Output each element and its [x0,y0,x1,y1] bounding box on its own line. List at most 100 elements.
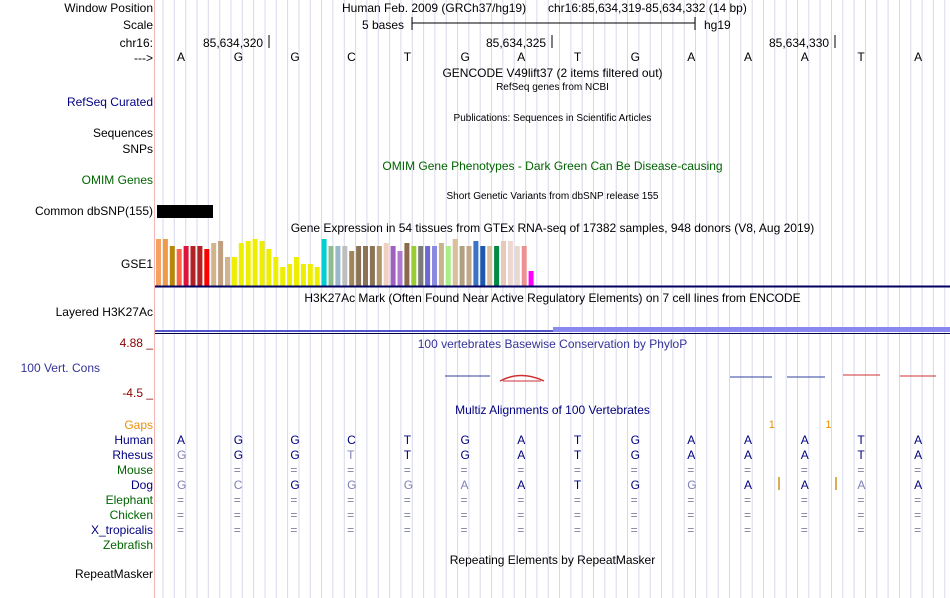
coord-1: 85,634,320 [203,36,264,50]
gtex-bar [307,264,313,286]
alignment-cell: G [290,478,300,492]
species-label[interactable]: X_tropicalis [90,523,153,537]
species-label[interactable]: Gaps [124,418,153,432]
pubs-title[interactable]: Publications: Sequences in Scientific Ar… [453,113,652,124]
alignment-cell: C [233,478,243,492]
gtex-bar [445,246,451,286]
alignment-cell: = [347,493,355,507]
species-label[interactable]: Dog [130,478,153,492]
alignment-cell: = [403,463,411,477]
alignment-cell: G [290,433,300,447]
species-label[interactable]: Elephant [105,493,153,507]
alignment-cell: = [403,508,411,522]
h3k27-label[interactable]: Layered H3K27Ac [55,305,153,319]
alignment-cell: T [573,478,582,492]
gtex-bar [438,243,444,286]
gtex-bar [252,239,258,286]
alignment-cell: T [857,448,865,462]
snps-label[interactable]: SNPs [122,142,153,156]
omim-label[interactable]: OMIM Genes [81,173,153,187]
gtex-bar [287,264,293,286]
dbsnp-label[interactable]: Common dbSNP(155) [34,204,153,218]
label-divider [154,0,155,598]
alignment-cell: A [687,433,696,447]
gtex-bar [363,246,368,286]
alignment-cell: T [857,433,865,447]
gtex-bar [383,243,389,286]
gtex-bar [480,246,486,286]
gencode-title[interactable]: GENCODE V49lift37 (2 items filtered out) [442,66,663,80]
gtex-bar [507,241,513,286]
gtex-bar [169,246,175,286]
alignment-cell: = [233,523,241,537]
alignment-cell: = [744,508,752,522]
refseq-label[interactable]: RefSeq Curated [66,95,153,109]
gtex-bar [204,249,210,286]
alignment-cell: A [800,448,809,462]
alignment-cell: G [290,448,300,462]
gtex-bar [328,246,334,286]
rmsk-title[interactable]: Repeating Elements by RepeatMasker [449,553,656,567]
gtex-bar [197,246,203,286]
alignment-cell: 1 [768,419,775,431]
alignment-cell: = [517,493,525,507]
gtex-label[interactable]: GSE1 [120,257,153,271]
refseq-title[interactable]: RefSeq genes from NCBI [496,82,609,93]
multiz-title[interactable]: Multiz Alignments of 100 Vertebrates [455,403,650,417]
alignment-cell: = [573,493,581,507]
alignment-cell: = [800,508,808,522]
rmsk-label[interactable]: RepeatMasker [74,567,153,581]
species-label[interactable]: Chicken [109,508,153,522]
dbsnp-variant [157,205,213,218]
alignment-cell: A [177,433,186,447]
alignment-cell: = [517,463,525,477]
gtex-bar [466,246,472,286]
position-text[interactable]: chr16:85,634,319-85,634,332 (14 bp) [548,1,747,15]
alignment-cell: = [857,508,865,522]
gtex-bar [176,249,182,286]
gtex-bar [390,246,396,286]
gtex-bar [156,239,161,286]
gtex-bar [349,251,355,286]
alignment-cell: = [857,523,865,537]
assembly-text: Human Feb. 2009 (GRCh37/hg19) [342,1,527,15]
phylop-signal [499,374,545,382]
gtex-title[interactable]: Gene Expression in 54 tissues from GTEx … [290,221,815,235]
coord-2: 85,634,325 [486,36,547,50]
alignment-cell: = [630,493,638,507]
alignment-cell: = [517,523,525,537]
alignment-cell: = [177,508,185,522]
alignment-cell: = [573,508,581,522]
alignment-cell: = [460,523,468,537]
gtex-bar [411,246,417,286]
alignment-cell: G [177,448,187,462]
cons-title[interactable]: 100 vertebrates Basewise Conservation by… [417,337,688,351]
omim-title[interactable]: OMIM Gene Phenotypes - Dark Green Can Be… [382,159,723,173]
alignment-cell: T [403,433,412,447]
species-label[interactable]: Zebrafish [102,538,153,552]
coord-3: 85,634,330 [769,36,830,50]
sequences-label[interactable]: Sequences [92,126,153,140]
cons-label[interactable]: 100 Vert. Cons [20,361,100,375]
gtex-bar [521,246,527,286]
dbsnp-title[interactable]: Short Genetic Variants from dbSNP releas… [446,191,659,202]
alignment-cell: = [914,493,922,507]
alignment-cell: = [744,523,752,537]
gtex-bar [231,257,237,286]
base-letter: C [347,50,356,64]
alignment-cell: T [403,448,412,462]
alignment-cell: = [687,508,695,522]
gtex-bar [459,246,465,286]
alignment-cell: G [403,478,414,492]
species-label[interactable]: Mouse [116,463,153,477]
cons-max-label: 4.88 _ [119,336,153,350]
alignment-cell: = [460,508,468,522]
gtex-bar [259,241,265,286]
alignment-cell: A [914,478,923,492]
species-label[interactable]: Rhesus [112,448,153,462]
species-label[interactable]: Human [114,433,153,447]
gtex-bar [473,241,479,286]
h3k27-title[interactable]: H3K27Ac Mark (Often Found Near Active Re… [304,291,801,305]
